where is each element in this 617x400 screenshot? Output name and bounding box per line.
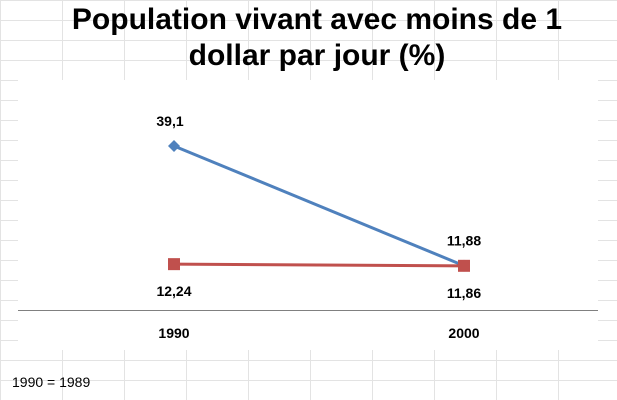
chart-title-line-2: dollar par jour (%): [189, 39, 446, 72]
data-point-marker: [168, 139, 180, 152]
footnote: 1990 = 1989: [12, 374, 91, 390]
x-tick-label: 1990: [158, 325, 189, 341]
data-label: 11,86: [447, 285, 481, 301]
data-point-marker: [168, 258, 180, 271]
x-axis: 1990 2000: [18, 80, 598, 350]
plot-background: [18, 80, 598, 350]
series-line: [173, 262, 465, 268]
data-label: 39,1: [156, 113, 183, 129]
data-point-marker: [458, 259, 470, 272]
data-label: 11,88: [447, 233, 481, 249]
x-tick-label: 2000: [448, 325, 479, 341]
chart-title-line-1: Population vivant avec moins de 1: [72, 3, 562, 36]
plot-area: 39,1 11,88 12,24 11,86: [156, 113, 481, 301]
series-line: [173, 144, 465, 268]
data-label: 12,24: [156, 283, 191, 299]
